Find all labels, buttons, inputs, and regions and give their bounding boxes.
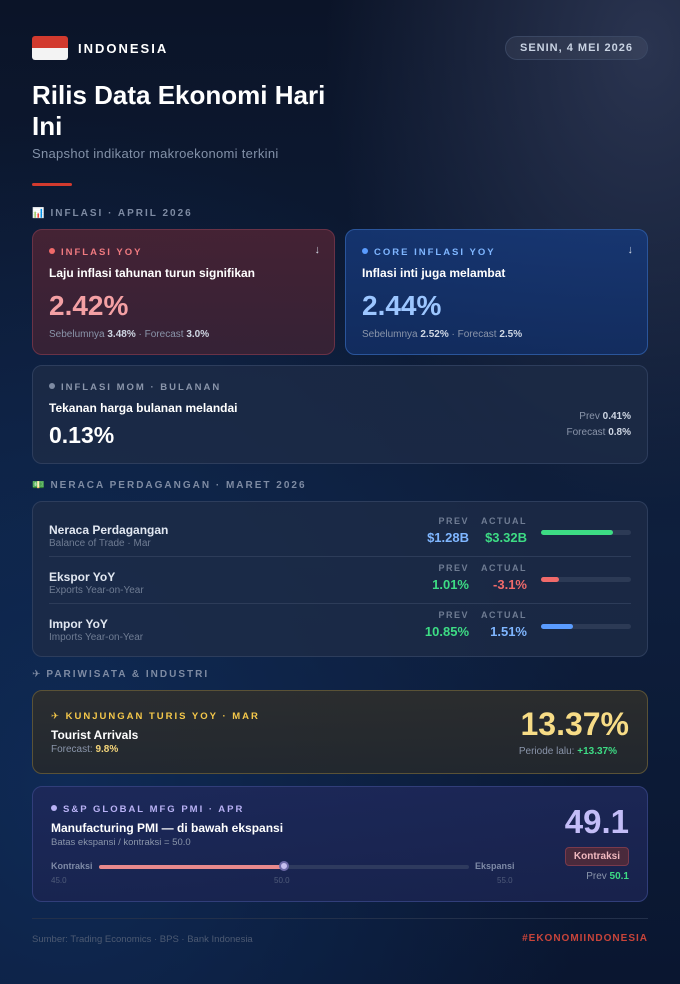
table-row: Neraca Perdagangan Balance of Trade · Ma… <box>49 516 631 562</box>
hashtag: #EKONOMIINDONESIA <box>522 933 648 944</box>
inflation-yoy-headline: Laju inflasi tahunan turun signifikan <box>49 266 256 280</box>
status-badge: Kontraksi <box>564 847 629 866</box>
pmi-gauge-marker <box>279 861 289 871</box>
table-row: Ekspor YoY Exports Year-on-Year PREV ACT… <box>49 563 631 609</box>
section-label-tourism: ✈ PARIWISATA & INDUSTRI <box>32 669 210 680</box>
core-inflation-tag: CORE INFLASI YOY <box>362 247 496 258</box>
actual-value: $3.32B <box>485 530 527 545</box>
row-divider <box>49 556 631 557</box>
level-bar-fill <box>541 577 559 582</box>
tourist-arrivals-tag: ✈ KUNJUNGAN TURIS YOY · MAR <box>51 711 260 722</box>
red-dot-icon <box>49 248 55 254</box>
pmi-card: S&P GLOBAL MFG PMI · APR Manufacturing P… <box>32 786 648 902</box>
inflation-yoy-meta: Sebelumnya 3.48% · Forecast 3.0% <box>49 329 210 340</box>
tourist-arrivals-value: 13.37% <box>520 706 629 742</box>
inflation-mom-headline: Tekanan harga bulanan melandai <box>49 401 238 415</box>
table-row: Impor YoY Imports Year-on-Year PREV ACTU… <box>49 610 631 656</box>
prev-value: 1.01% <box>432 577 469 592</box>
prev-value: $1.28B <box>427 530 469 545</box>
inflation-mom-card: INFLASI MOM · BULANAN Tekanan harga bula… <box>32 365 648 464</box>
tourist-arrivals-headline: Tourist Arrivals <box>51 728 139 742</box>
prev-column-label: PREV <box>438 563 469 573</box>
airplane-icon: ✈ <box>51 711 61 722</box>
down-arrow-icon: ↓ <box>314 244 321 256</box>
source-note: Sumber: Trading Economics · BPS · Bank I… <box>32 934 253 945</box>
tourist-arrivals-forecast: Forecast: 9.8% <box>51 744 119 755</box>
header-bar: INDONESIA SENIN, 4 MEI 2026 <box>32 36 648 60</box>
row-sub: Balance of Trade · Mar <box>49 538 151 549</box>
pmi-tag: S&P GLOBAL MFG PMI · APR <box>51 804 244 815</box>
inflation-mom-forecast: Forecast 0.8% <box>566 427 631 438</box>
page-title: Rilis Data Ekonomi Hari Ini <box>32 80 326 141</box>
contraction-label: Kontraksi <box>51 861 93 871</box>
page-subtitle: Snapshot indikator makroekonomi terkini <box>32 146 279 161</box>
gray-dot-icon <box>49 383 55 389</box>
inflation-yoy-tag: INFLASI YOY <box>49 247 142 258</box>
row-sub: Imports Year-on-Year <box>49 632 144 643</box>
down-arrow-icon: ↓ <box>627 244 634 256</box>
level-bar <box>541 577 631 582</box>
prev-value: 10.85% <box>424 624 469 639</box>
pmi-gauge <box>99 861 469 871</box>
level-bar <box>541 530 631 535</box>
tick-max-label: 55.0 <box>497 876 513 885</box>
section-label-trade: 💵 NERACA PERDAGANGAN · MARET 2026 <box>32 480 307 491</box>
blue-dot-icon <box>362 248 368 254</box>
pmi-value: 49.1 <box>564 803 629 840</box>
actual-column-label: ACTUAL <box>481 516 527 526</box>
tourist-arrivals-card: ✈ KUNJUNGAN TURIS YOY · MAR Tourist Arri… <box>32 690 648 774</box>
indonesia-flag-icon <box>32 36 68 60</box>
inflation-yoy-card: INFLASI YOY ↓ Laju inflasi tahunan turun… <box>32 229 335 355</box>
country-label: INDONESIA <box>78 41 169 56</box>
core-inflation-value: 2.44% <box>362 290 442 321</box>
pmi-gauge-fill <box>99 865 284 869</box>
row-divider <box>49 603 631 604</box>
actual-value: 1.51% <box>490 624 527 639</box>
tick-min-label: 45.0 <box>51 876 67 885</box>
pmi-headline: Manufacturing PMI — di bawah ekspansi <box>51 821 284 835</box>
row-sub: Exports Year-on-Year <box>49 585 144 596</box>
money-icon: 💵 <box>32 480 47 491</box>
pmi-prev: Prev 50.1 <box>586 871 629 882</box>
inflation-mom-prev: Prev 0.41% <box>579 411 631 422</box>
section-label-inflation: 📊 INFLASI · APRIL 2026 <box>32 208 193 219</box>
infographic: INDONESIA SENIN, 4 MEI 2026 Rilis Data E… <box>32 0 648 984</box>
pmi-threshold-note: Batas ekspansi / kontraksi = 50.0 <box>51 837 191 848</box>
core-inflation-card: CORE INFLASI YOY ↓ Inflasi inti juga mel… <box>345 229 648 355</box>
row-name: Impor YoY <box>49 617 108 631</box>
actual-column-label: ACTUAL <box>481 563 527 573</box>
inflation-mom-value: 0.13% <box>49 422 115 448</box>
core-inflation-meta: Sebelumnya 2.52% · Forecast 2.5% <box>362 329 523 340</box>
tourist-arrivals-prev: Periode lalu: +13.37% <box>518 746 617 757</box>
date-badge: SENIN, 4 MEI 2026 <box>505 36 648 60</box>
trade-balance-card: Neraca Perdagangan Balance of Trade · Ma… <box>32 501 648 657</box>
inflation-mom-tag: INFLASI MOM · BULANAN <box>49 382 221 393</box>
level-bar-fill <box>541 530 613 535</box>
inflation-yoy-value: 2.42% <box>49 290 129 321</box>
purple-dot-icon <box>51 805 57 811</box>
prev-column-label: PREV <box>438 610 469 620</box>
tick-mid-label: 50.0 <box>274 876 290 885</box>
expansion-label: Ekspansi <box>475 861 515 871</box>
bar-chart-icon: 📊 <box>32 208 47 219</box>
airplane-icon: ✈ <box>32 669 43 680</box>
level-bar <box>541 624 631 629</box>
footer-divider <box>32 918 648 919</box>
actual-column-label: ACTUAL <box>481 610 527 620</box>
level-bar-fill <box>541 624 573 629</box>
row-name: Neraca Perdagangan <box>49 523 169 537</box>
actual-value: -3.1% <box>493 577 527 592</box>
core-inflation-headline: Inflasi inti juga melambat <box>362 266 506 280</box>
prev-column-label: PREV <box>438 516 469 526</box>
row-name: Ekspor YoY <box>49 570 116 584</box>
accent-divider <box>32 183 72 186</box>
